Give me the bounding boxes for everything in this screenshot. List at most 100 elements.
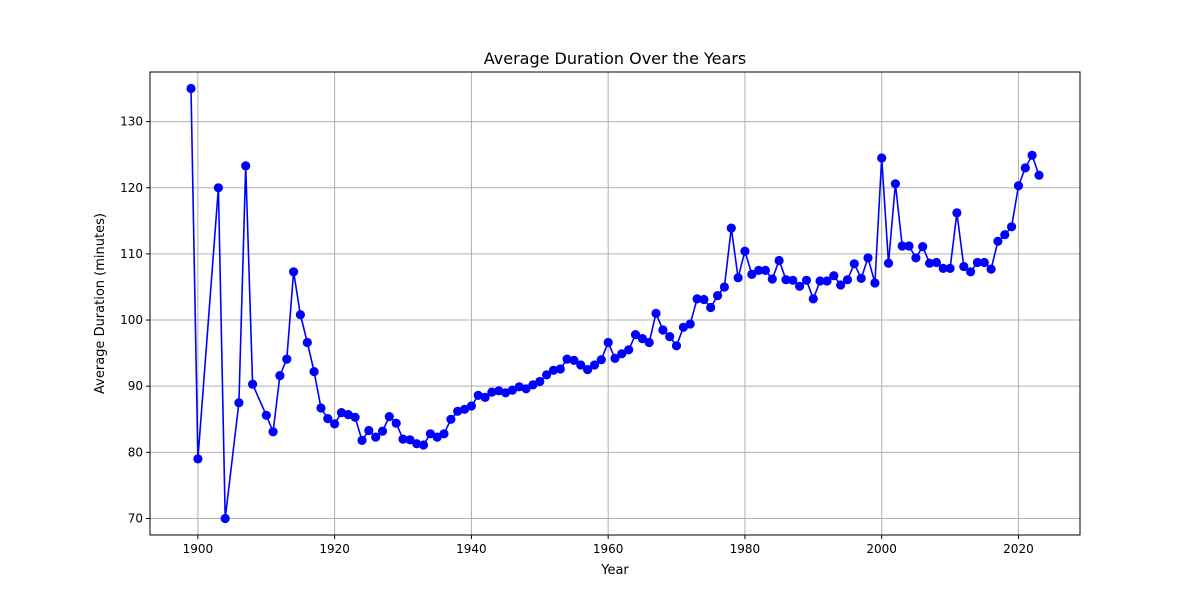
data-point <box>610 353 620 363</box>
data-point <box>596 355 606 365</box>
data-point <box>548 365 559 375</box>
data-point <box>925 258 935 268</box>
data-point <box>993 236 1003 246</box>
data-point <box>678 322 689 332</box>
axis-ticks: 1900 1920 1940 1960 1980 2000 2020 70 80 90 100 110… <box>120 115 1034 556</box>
data-point <box>1034 170 1044 180</box>
data-point <box>193 454 203 464</box>
data-point <box>535 376 545 387</box>
data-point <box>747 269 757 279</box>
data-point <box>289 267 299 277</box>
data-point <box>692 294 702 304</box>
data-point <box>795 281 805 291</box>
data-point <box>357 435 367 445</box>
data-point <box>364 425 374 436</box>
data-point <box>589 360 600 370</box>
data-point <box>213 183 223 193</box>
data-point <box>282 354 292 364</box>
y-tick-label: 110 <box>120 247 143 261</box>
data-point <box>295 310 305 320</box>
data-point <box>542 370 552 380</box>
data-point <box>788 275 798 285</box>
data-point <box>624 345 634 355</box>
data-point <box>630 330 641 340</box>
data-point <box>350 412 360 422</box>
data-point <box>877 153 887 163</box>
data-point <box>685 319 695 329</box>
x-tick-label: 2020 <box>1003 542 1034 556</box>
data-point <box>507 385 517 395</box>
data-point <box>671 341 682 351</box>
data-point <box>836 280 846 290</box>
data-point <box>829 271 839 281</box>
data-point <box>418 440 429 450</box>
data-point <box>658 325 668 335</box>
data-point <box>774 255 784 266</box>
data-point <box>473 390 483 400</box>
data-point <box>856 273 866 283</box>
data-point <box>651 308 661 318</box>
data-point <box>371 432 381 442</box>
data-point <box>781 275 791 285</box>
y-tick-label: 120 <box>120 181 143 195</box>
data-point <box>241 161 251 171</box>
data-point <box>699 294 709 305</box>
x-tick-label: 2000 <box>866 542 897 556</box>
x-tick-label: 1920 <box>319 542 350 556</box>
x-tick-label: 1940 <box>456 542 487 556</box>
y-tick-label: 80 <box>128 445 143 459</box>
y-tick-label: 130 <box>120 115 143 129</box>
data-point <box>576 360 586 370</box>
data-point <box>979 257 989 268</box>
data-point <box>706 302 716 313</box>
data-point <box>918 242 928 252</box>
data-point <box>890 179 901 189</box>
x-tick-label: 1980 <box>730 542 761 556</box>
data-point <box>480 392 490 402</box>
data-point <box>391 418 401 428</box>
data-point <box>726 223 736 233</box>
y-axis-label: Average Duration (minutes) <box>93 213 108 394</box>
chart-title: Average Duration Over the Years <box>484 49 747 68</box>
data-point <box>425 429 435 439</box>
data-point <box>603 337 613 348</box>
data-point <box>521 384 531 394</box>
data-point <box>453 406 463 416</box>
data-point <box>186 83 196 94</box>
data-point <box>275 371 285 381</box>
data-point <box>972 257 983 268</box>
data-point <box>487 387 497 397</box>
data-point <box>815 276 825 286</box>
plot-frame <box>149 71 1081 536</box>
data-point <box>261 410 271 420</box>
x-tick-label: 1960 <box>593 542 624 556</box>
data-point <box>849 259 859 269</box>
data-point <box>665 332 675 342</box>
data-point <box>897 241 907 251</box>
data-point <box>740 246 750 256</box>
data-point <box>863 253 873 263</box>
data-point <box>330 419 340 429</box>
data-point <box>248 379 258 389</box>
y-tick-label: 70 <box>128 511 143 525</box>
data-point <box>931 257 942 268</box>
data-point <box>268 427 278 437</box>
data-point <box>644 337 654 348</box>
data-point <box>412 439 422 449</box>
data-point <box>617 349 627 359</box>
data-point <box>569 355 579 365</box>
data-point <box>583 365 593 375</box>
data-point <box>446 414 456 424</box>
data-point <box>637 334 648 344</box>
data-point <box>904 241 914 251</box>
x-tick-label: 1900 <box>183 542 214 556</box>
data-point <box>767 274 777 284</box>
data-point <box>719 282 730 292</box>
data-point <box>405 435 415 445</box>
data-point <box>842 275 853 285</box>
data-point <box>220 513 230 524</box>
data-point <box>432 432 442 442</box>
data-point <box>822 276 832 286</box>
